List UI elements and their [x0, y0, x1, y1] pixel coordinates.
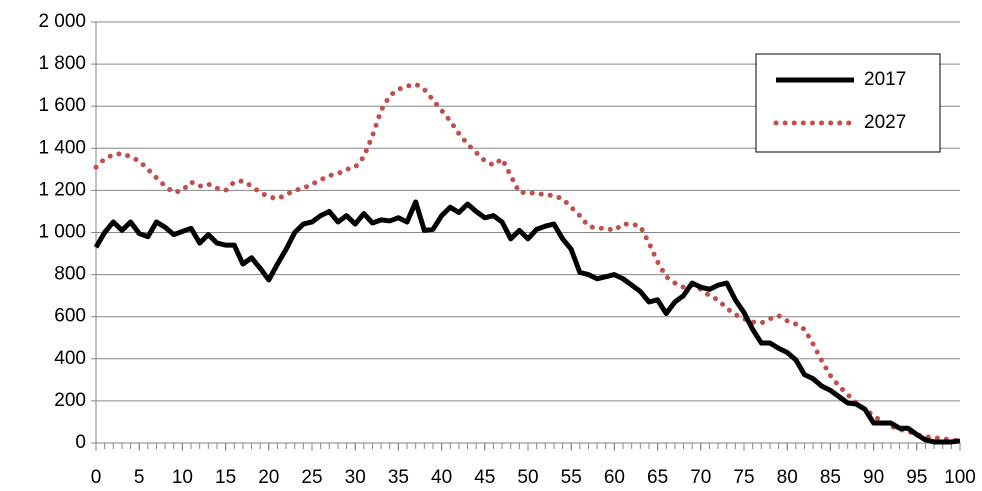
x-tick-label: 15: [215, 467, 236, 488]
y-tick-label: 2 000: [38, 11, 86, 32]
x-tick-label: 80: [777, 467, 798, 488]
x-tick-label: 50: [517, 467, 538, 488]
x-tick-label: 35: [388, 467, 409, 488]
x-tick-label: 60: [604, 467, 625, 488]
x-tick-label: 65: [647, 467, 668, 488]
legend-label: 2027: [864, 112, 906, 133]
x-tick-label: 75: [733, 467, 754, 488]
series-line: [93, 81, 963, 444]
x-tick-label: 90: [863, 467, 884, 488]
x-tick-label: 20: [258, 467, 279, 488]
y-tick-label: 1 600: [38, 95, 86, 116]
x-tick-label: 10: [172, 467, 193, 488]
x-tick-label: 55: [561, 467, 582, 488]
y-tick-label: 1 000: [38, 222, 86, 243]
y-tick-label: 800: [54, 264, 86, 285]
y-tick-label: 600: [54, 306, 86, 327]
x-tick-label: 95: [906, 467, 927, 488]
y-tick-label: 400: [54, 348, 86, 369]
y-tick-label: 1 800: [38, 53, 86, 74]
y-tick-label: 1 400: [38, 137, 86, 158]
x-tick-label: 40: [431, 467, 452, 488]
x-tick-label: 45: [474, 467, 495, 488]
series-line: [93, 199, 961, 445]
x-tick-label: 100: [944, 467, 976, 488]
legend-label: 2017: [864, 69, 906, 90]
x-tick-label: 70: [690, 467, 711, 488]
x-tick-label: 25: [301, 467, 322, 488]
y-tick-label: 200: [54, 390, 86, 411]
x-tick-label: 85: [820, 467, 841, 488]
legend-box: [755, 53, 941, 153]
y-tick-label: 1 200: [38, 179, 86, 200]
x-tick-label: 30: [345, 467, 366, 488]
x-tick-label: 0: [91, 467, 102, 488]
x-tick-label: 5: [134, 467, 145, 488]
y-tick-label: 0: [75, 432, 86, 453]
